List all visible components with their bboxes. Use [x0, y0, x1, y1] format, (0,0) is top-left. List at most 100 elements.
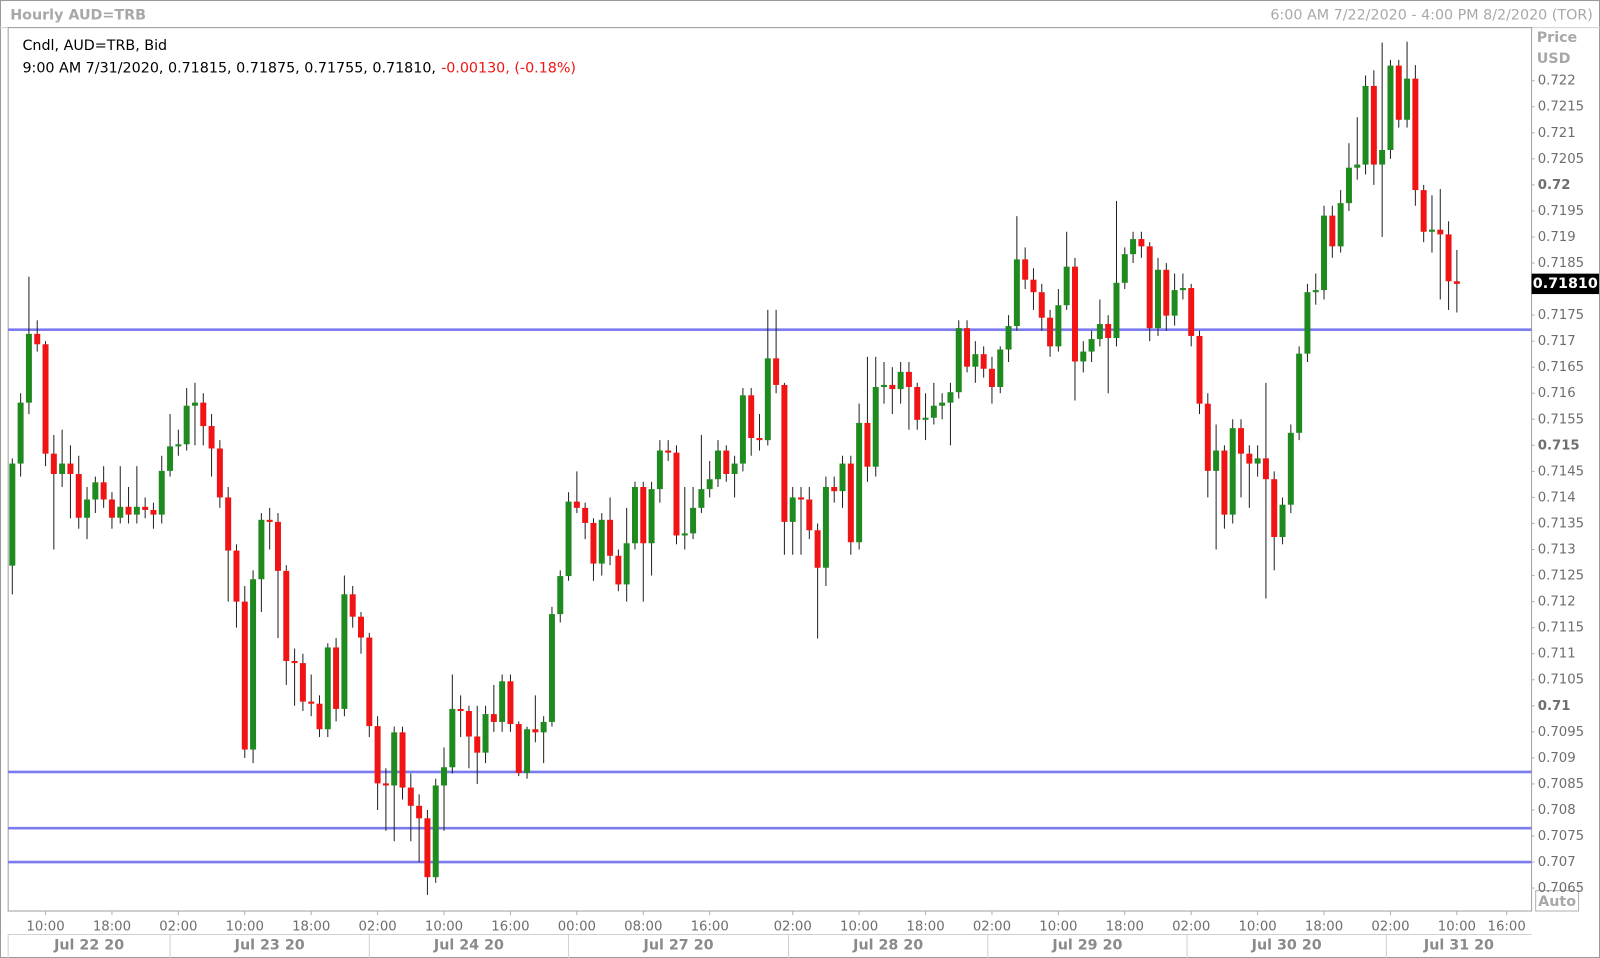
candle-body — [150, 509, 157, 515]
y-tick-label: 0.707 — [1538, 855, 1576, 870]
last-price-label: 0.71810 — [1533, 276, 1598, 292]
y-tick-label: 0.719 — [1538, 230, 1576, 245]
candle-body — [1030, 279, 1037, 293]
candle-body — [764, 358, 771, 441]
candle-body — [681, 533, 688, 536]
auto-button-label[interactable]: Auto — [1538, 894, 1576, 910]
candle-body — [1005, 326, 1012, 350]
candle-body — [1063, 266, 1070, 306]
candle-body — [1420, 190, 1427, 232]
candle-body — [50, 453, 57, 474]
candle-body — [1304, 292, 1311, 354]
candle-body — [939, 402, 946, 406]
candle-body — [17, 402, 24, 464]
candle-body — [366, 637, 373, 727]
date-label: Jul 27 20 — [643, 938, 714, 954]
candle-body — [75, 473, 82, 518]
candle-body — [1254, 458, 1261, 464]
candle-body — [191, 402, 198, 406]
y-tick-label: 0.7185 — [1538, 256, 1584, 271]
candle-body — [739, 395, 746, 464]
candle-body — [100, 482, 107, 500]
candle-body — [250, 579, 257, 750]
candle-body — [1047, 317, 1054, 347]
candle-body — [515, 724, 522, 773]
candle-body — [441, 767, 448, 786]
candle-body — [648, 489, 655, 544]
x-tick-label: 16:00 — [491, 919, 529, 934]
candle-body — [499, 681, 506, 722]
y-tick-label: 0.7205 — [1538, 152, 1584, 167]
candle-body — [773, 358, 780, 385]
candle-body — [291, 660, 298, 664]
candle-body — [715, 450, 721, 480]
candle-body — [324, 647, 331, 730]
candle-body — [316, 703, 323, 730]
x-tick-label: 10:00 — [1039, 919, 1077, 934]
candle-body — [1171, 290, 1178, 316]
x-tick-label: 08:00 — [624, 919, 662, 934]
legend-series: Cndl, AUD=TRB, Bid — [22, 38, 167, 54]
candle-body — [266, 519, 273, 522]
candle-body — [1229, 428, 1236, 515]
x-tick-label: 18:00 — [1305, 919, 1343, 934]
candle-body — [947, 392, 954, 403]
candle-body — [1213, 450, 1220, 471]
candle-body — [424, 818, 431, 878]
auto-button[interactable] — [1535, 890, 1580, 912]
candle-body — [233, 550, 240, 602]
legend-change: -0.00130, (-0.18%) — [441, 60, 576, 76]
candle-body — [1071, 266, 1078, 362]
candle-body — [1296, 353, 1303, 433]
x-tick-label: 10:00 — [1239, 919, 1277, 934]
candle-body — [814, 530, 821, 568]
candle-body — [540, 721, 547, 733]
candle-body — [615, 555, 622, 585]
candle-body — [175, 444, 182, 447]
candle-body — [872, 386, 879, 467]
candle-body — [839, 463, 846, 492]
candle-body — [548, 614, 555, 722]
date-label: Jul 22 20 — [53, 938, 124, 954]
x-tick-label: 02:00 — [1371, 919, 1409, 934]
x-tick-label: 02:00 — [159, 919, 197, 934]
y-tick-label: 0.708 — [1538, 803, 1576, 818]
y-tick-label: 0.7125 — [1538, 569, 1584, 584]
candle-body — [1188, 288, 1195, 336]
x-tick-label: 10:00 — [840, 919, 878, 934]
y-tick-label: 0.7135 — [1538, 516, 1584, 531]
x-tick-label: 10:00 — [1438, 919, 1476, 934]
y-axis-unit: USD — [1537, 51, 1571, 67]
candle-body — [34, 333, 41, 345]
candle-body — [723, 450, 730, 474]
y-tick-label: 0.711 — [1538, 647, 1576, 662]
candle-body — [449, 708, 456, 768]
candle-body — [1387, 65, 1394, 150]
candle-body — [806, 499, 813, 531]
candle-body — [1412, 78, 1419, 191]
candle-body — [283, 570, 290, 661]
legend-info: 9:00 AM 7/31/2020, 0.71815, 0.71875, 0.7… — [22, 60, 576, 76]
y-tick-label: 0.7105 — [1538, 673, 1584, 688]
last-price-box — [1531, 273, 1599, 295]
candle-body — [1246, 453, 1253, 464]
candle-body — [1362, 85, 1369, 165]
date-label: Jul 30 20 — [1251, 938, 1322, 954]
candle-body — [84, 499, 91, 518]
candle-body — [847, 463, 854, 543]
x-tick-label: 02:00 — [1172, 919, 1210, 934]
candle-body — [573, 501, 580, 508]
candle-body — [665, 450, 672, 453]
date-label: Jul 24 20 — [433, 938, 504, 954]
candle-body — [1096, 323, 1103, 340]
candle-body — [631, 487, 638, 544]
candle-body — [1238, 428, 1245, 454]
candle-body — [341, 594, 348, 709]
candle-body — [640, 487, 647, 544]
candle-body — [1437, 229, 1444, 235]
candle-body — [1262, 458, 1269, 480]
y-tick-label: 0.72 — [1538, 178, 1571, 193]
y-tick-label: 0.714 — [1538, 490, 1576, 505]
x-tick-label: 18:00 — [292, 919, 330, 934]
